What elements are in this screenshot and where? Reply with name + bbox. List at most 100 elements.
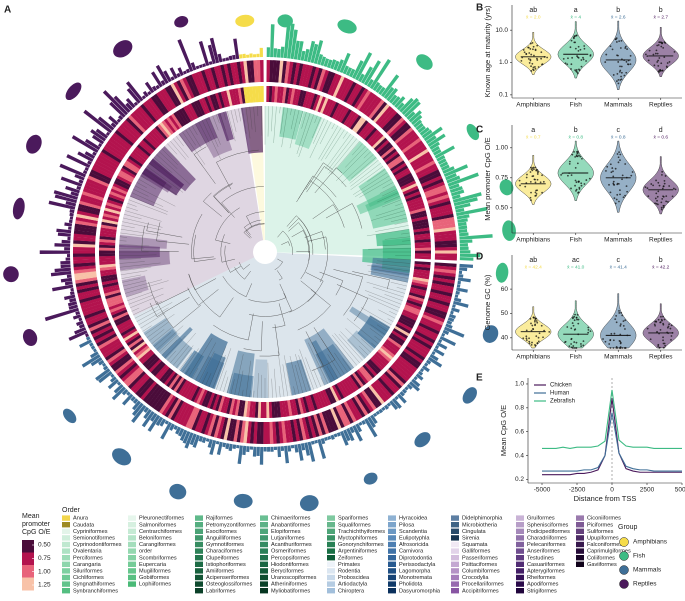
- jitter-point: [613, 181, 615, 183]
- jitter-point: [570, 68, 572, 70]
- panel-label: A: [4, 5, 11, 16]
- trait-bar: [199, 64, 203, 68]
- jitter-point: [543, 181, 545, 183]
- order-swatch: [516, 555, 524, 560]
- trait-bar: [236, 445, 239, 448]
- jitter-point: [528, 337, 530, 339]
- jitter-point: [584, 48, 586, 50]
- order-swatch: [260, 542, 268, 547]
- x-tick-label: Fish: [570, 102, 583, 109]
- jitter-point: [657, 65, 659, 67]
- order-swatch: [62, 548, 70, 553]
- jitter-point: [654, 202, 656, 204]
- trait-bar: [183, 71, 187, 75]
- trait-bar: [61, 264, 71, 268]
- jitter-point: [581, 66, 583, 68]
- jitter-point: [655, 180, 657, 182]
- jitter-point: [660, 316, 662, 318]
- order-swatch: [62, 575, 70, 580]
- jitter-point: [615, 315, 617, 317]
- trait-bar: [246, 55, 249, 58]
- jitter-point: [532, 42, 534, 44]
- trait-bar: [54, 243, 70, 247]
- jitter-point: [570, 343, 572, 345]
- y-tick-label: 0.50: [495, 205, 508, 212]
- trait-bar: [59, 164, 86, 178]
- jitter-point: [583, 340, 585, 342]
- jitter-point: [614, 197, 616, 199]
- order-name: Squaliformes: [338, 522, 371, 528]
- heatmap-cell: [260, 60, 264, 82]
- silhouette: [413, 51, 436, 73]
- jitter-point: [604, 61, 606, 63]
- jitter-point: [658, 41, 660, 43]
- order-name: Esociformes: [206, 529, 237, 535]
- jitter-point: [620, 343, 622, 345]
- y-axis-title: Mean CpG O/E: [499, 405, 508, 456]
- trait-bar: [249, 53, 252, 57]
- jitter-point: [587, 327, 589, 329]
- order-swatch: [128, 581, 136, 586]
- x-tick-label: Amphibians: [516, 354, 551, 361]
- x-tick-label: Amphibians: [516, 237, 551, 244]
- order-swatch: [62, 522, 70, 527]
- jitter-point: [535, 167, 537, 169]
- order-swatch: [576, 542, 584, 547]
- order-name: Upupiformes: [587, 535, 619, 541]
- jitter-point: [662, 47, 664, 49]
- trait-bar: [222, 442, 226, 447]
- order-name: Passeriformes: [462, 555, 498, 561]
- order-name: Galliformes: [462, 549, 490, 555]
- jitter-point: [536, 58, 538, 60]
- trait-bar: [459, 267, 467, 271]
- jitter-point: [645, 186, 647, 188]
- jitter-point: [657, 196, 659, 198]
- jitter-point: [662, 336, 664, 338]
- trait-bar: [225, 443, 229, 449]
- significance-letter: b: [616, 7, 620, 14]
- order-name: Carnivora: [399, 549, 424, 555]
- order-name: Lophiiformes: [139, 582, 171, 588]
- violin: [515, 307, 551, 348]
- jitter-point: [624, 195, 626, 197]
- jitter-point: [528, 341, 530, 343]
- trait-bar: [70, 291, 75, 295]
- jitter-point: [618, 156, 620, 158]
- jitter-point: [662, 316, 664, 318]
- order-swatch: [576, 555, 584, 560]
- jitter-point: [533, 317, 535, 319]
- order-name: Testudines: [527, 555, 554, 561]
- jitter-point: [575, 347, 577, 349]
- trait-bar: [246, 446, 250, 452]
- x-tick-label: Fish: [570, 354, 583, 361]
- heatmap-cell: [415, 256, 431, 259]
- colorbar-tick-label: 0.50: [38, 542, 51, 549]
- order-name: Perciformes: [73, 555, 103, 561]
- jitter-point: [670, 339, 672, 341]
- order-name: Artiodactyla: [338, 582, 368, 588]
- jitter-point: [619, 65, 621, 67]
- jitter-point: [580, 345, 582, 347]
- jitter-point: [576, 55, 578, 57]
- trait-bar: [232, 55, 236, 60]
- jitter-point: [581, 158, 583, 160]
- jitter-point: [664, 345, 666, 347]
- silhouette: [235, 14, 255, 28]
- jitter-point: [534, 319, 536, 321]
- order-swatch: [516, 588, 524, 593]
- jitter-point: [529, 62, 531, 64]
- jitter-point: [660, 201, 662, 203]
- jitter-point: [527, 47, 529, 49]
- order-name: Osmeriformes: [271, 549, 306, 555]
- trait-bar: [460, 243, 468, 246]
- colorbar-title: promoter: [22, 521, 51, 528]
- jitter-point: [653, 54, 655, 56]
- order-swatch: [388, 562, 396, 567]
- trait-bar: [253, 447, 257, 457]
- jitter-point: [530, 192, 532, 194]
- heatmap-cell: [263, 422, 267, 444]
- jitter-point: [565, 62, 567, 64]
- significance-letter: b: [659, 257, 663, 264]
